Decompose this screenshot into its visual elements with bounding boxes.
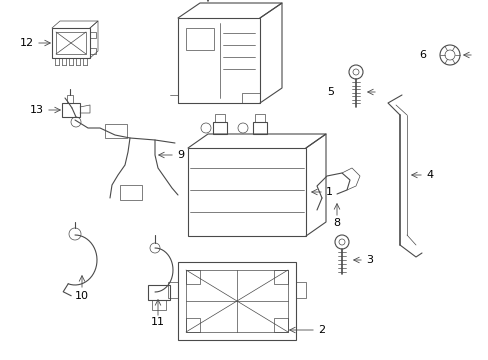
Text: 4: 4 <box>425 170 432 180</box>
Bar <box>254 114 264 122</box>
Bar <box>67 95 73 103</box>
Text: 3: 3 <box>365 255 372 265</box>
Bar <box>185 28 214 50</box>
Bar <box>56 32 86 54</box>
Text: 13: 13 <box>30 105 44 115</box>
Bar <box>185 270 200 284</box>
Bar <box>215 114 224 122</box>
Bar <box>120 185 142 200</box>
Bar <box>252 122 266 134</box>
Text: 6: 6 <box>418 50 425 60</box>
Text: 5: 5 <box>326 87 333 97</box>
Text: 2: 2 <box>317 325 325 335</box>
Text: 1: 1 <box>325 187 332 197</box>
Bar <box>185 318 200 332</box>
Bar <box>295 282 305 298</box>
Text: 12: 12 <box>20 38 34 48</box>
Text: 10: 10 <box>75 291 89 301</box>
Bar <box>273 270 287 284</box>
Bar <box>90 32 96 38</box>
Bar <box>187 148 305 236</box>
Text: 8: 8 <box>333 218 340 228</box>
Bar <box>148 285 170 300</box>
Bar <box>273 318 287 332</box>
Bar <box>185 270 287 332</box>
Bar <box>178 18 260 103</box>
Bar <box>62 103 80 117</box>
Bar <box>213 122 226 134</box>
Bar <box>178 262 295 340</box>
Bar <box>52 28 90 58</box>
Bar <box>105 124 127 138</box>
Bar <box>152 300 165 310</box>
Bar <box>168 282 178 298</box>
Text: 11: 11 <box>151 317 164 327</box>
Text: 9: 9 <box>177 150 184 160</box>
Bar <box>90 48 96 54</box>
